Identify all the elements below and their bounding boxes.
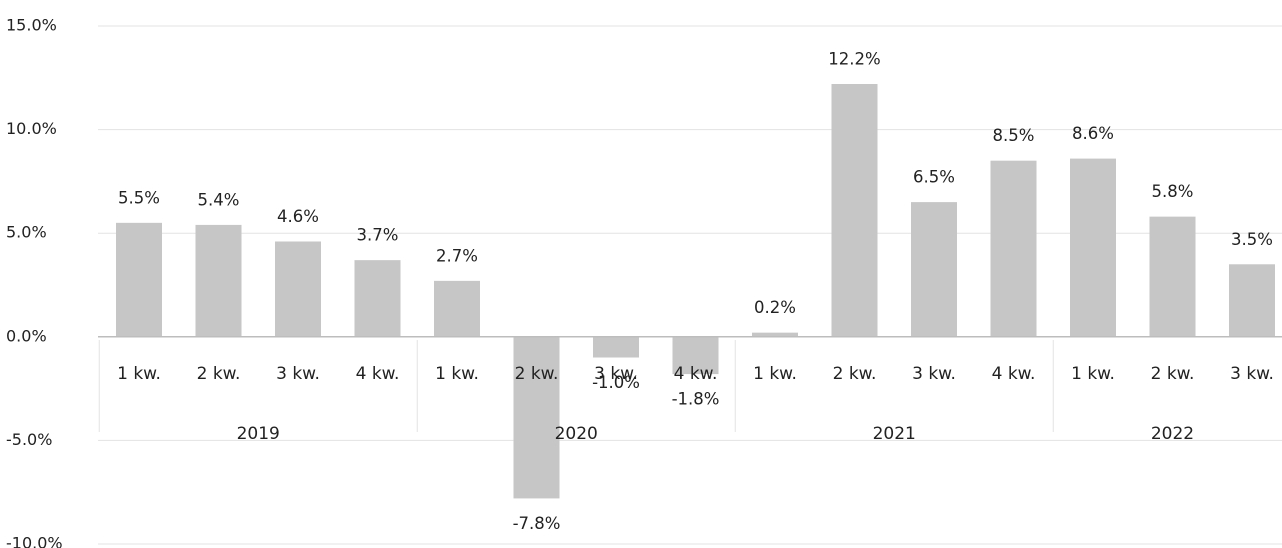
x-category-label: 2 kw. xyxy=(515,364,559,384)
bar xyxy=(195,224,242,337)
x-category-label: 2 kw. xyxy=(1151,364,1195,384)
bar xyxy=(116,222,162,337)
data-label: -1.8% xyxy=(672,390,720,409)
bar xyxy=(275,241,321,337)
y-tick-label: 10.0% xyxy=(6,119,57,138)
x-category-label: 2 kw. xyxy=(833,364,877,384)
bar xyxy=(752,332,798,337)
bar xyxy=(831,84,878,337)
bar xyxy=(911,202,957,337)
data-label: 5.8% xyxy=(1152,182,1194,201)
y-tick-label: 5.0% xyxy=(6,223,47,242)
x-group-label: 2021 xyxy=(873,424,916,444)
x-category-label: 3 kw. xyxy=(276,364,320,384)
x-category-label: 4 kw. xyxy=(992,364,1036,384)
bar xyxy=(513,336,560,499)
bar xyxy=(672,336,719,375)
data-label: 12.2% xyxy=(828,50,880,69)
data-label: 2.7% xyxy=(436,246,478,265)
data-label: 3.5% xyxy=(1231,230,1273,249)
bar xyxy=(1070,158,1116,337)
y-tick-label: -5.0% xyxy=(6,430,52,449)
bar xyxy=(354,260,401,337)
data-label: 3.7% xyxy=(357,226,399,245)
data-label: 4.6% xyxy=(277,207,319,226)
y-tick-label: -10.0% xyxy=(6,534,63,548)
x-category-label: 1 kw. xyxy=(753,364,797,384)
x-category-label: 3 kw. xyxy=(912,364,956,384)
x-category-label: 1 kw. xyxy=(435,364,479,384)
x-category-label: 2 kw. xyxy=(197,364,241,384)
data-label: -7.8% xyxy=(513,514,561,533)
x-group-label: 2019 xyxy=(237,424,280,444)
data-label: 0.2% xyxy=(754,298,796,317)
x-category-label: 1 kw. xyxy=(117,364,161,384)
x-group-label: 2022 xyxy=(1151,424,1194,444)
bar xyxy=(990,160,1037,337)
x-category-label: 4 kw. xyxy=(356,364,400,384)
x-category-label: 3 kw. xyxy=(594,364,638,384)
y-tick-label: 15.0% xyxy=(6,16,57,35)
bar xyxy=(1229,264,1275,337)
bar xyxy=(1149,216,1196,337)
x-group-label: 2020 xyxy=(555,424,598,444)
x-category-label: 4 kw. xyxy=(674,364,718,384)
data-label: 8.6% xyxy=(1072,124,1114,143)
bar xyxy=(434,280,480,337)
y-tick-label: 0.0% xyxy=(6,326,47,345)
x-category-label: 3 kw. xyxy=(1230,364,1274,384)
bar xyxy=(593,336,639,358)
data-label: 8.5% xyxy=(993,126,1035,145)
x-category-label: 1 kw. xyxy=(1071,364,1115,384)
data-label: -1.0% xyxy=(592,373,640,392)
data-label: 6.5% xyxy=(913,168,955,187)
data-label: 5.5% xyxy=(118,188,160,207)
data-label: 5.4% xyxy=(198,190,240,209)
